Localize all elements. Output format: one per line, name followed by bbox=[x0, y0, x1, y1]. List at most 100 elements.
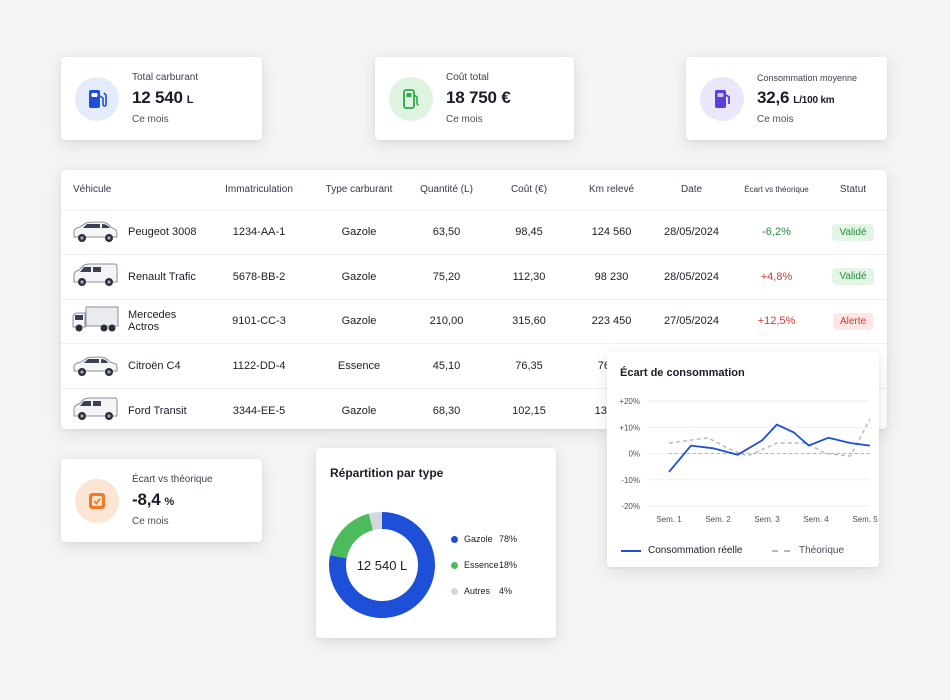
legend-dot bbox=[451, 561, 458, 569]
cell-plate: 1122-DD-4 bbox=[209, 343, 309, 389]
legend-line-dashed bbox=[772, 549, 790, 552]
x-tick-label: Sem. 1 bbox=[656, 515, 682, 524]
cell-status: Alerte bbox=[819, 298, 887, 344]
donut-slice-essence[interactable] bbox=[329, 513, 374, 559]
cell-fuel-type: Gazole bbox=[309, 387, 409, 433]
cell-vehicle: Citroën C4 bbox=[61, 343, 209, 389]
legend-item-essence: Essence 18% bbox=[451, 560, 517, 570]
cell-date: 27/05/2024 bbox=[649, 298, 734, 344]
cell-fuel-type: Essence bbox=[309, 343, 409, 389]
cell-km: 124 560 bbox=[574, 209, 649, 255]
kpi-label: Coût total bbox=[446, 72, 489, 83]
col-plate[interactable]: Immatriculation bbox=[225, 184, 293, 196]
col-cost[interactable]: Coût (€) bbox=[510, 184, 548, 196]
col-quantity[interactable]: Quantité (L) bbox=[420, 184, 473, 196]
line-chart: +20% +10% 0% -10% -20% Sem. 1 Sem. 2 Sem. 3 Sem.… bbox=[619, 397, 878, 524]
legend-dot bbox=[451, 587, 458, 595]
kpi-avg-consumption: Consommation moyenne 32,6 L/100 km Ce moi… bbox=[686, 57, 887, 140]
cell-plate: 3344-EE-5 bbox=[209, 387, 309, 433]
y-tick-label: 0% bbox=[628, 450, 640, 459]
legend-real: Consommation réelle bbox=[621, 545, 743, 556]
kpi-label: Total carburant bbox=[132, 72, 199, 83]
consumption-gap-card: Écart de consommation +20% +10% 0% -10% -20%… bbox=[607, 352, 879, 567]
kpi-value: -8,4% bbox=[132, 490, 175, 509]
table-row[interactable]: Mercedes Actros 9101-CC-3 Gazole 210,00 315,… bbox=[61, 298, 887, 344]
x-tick-label: Sem. 4 bbox=[803, 515, 829, 524]
col-km[interactable]: Km relevé bbox=[588, 184, 634, 196]
cell-vehicle: Renault Trafic bbox=[61, 254, 209, 300]
vehicle-name: Ford Transit bbox=[128, 404, 187, 417]
series-real-line[interactable] bbox=[668, 423, 871, 473]
cell-vehicle: Ford Transit bbox=[61, 387, 209, 433]
kpi-period: Ce mois bbox=[757, 113, 794, 125]
cell-plate: 5678-BB-2 bbox=[209, 254, 309, 300]
cell-fuel-type: Gazole bbox=[309, 209, 409, 255]
cell-plate: 1234-AA-1 bbox=[209, 209, 309, 255]
gauge-warning-icon bbox=[75, 478, 119, 523]
cell-quantity: 45,10 bbox=[409, 343, 484, 389]
kpi-label: Écart vs théorique bbox=[132, 474, 213, 485]
cell-fuel-type: Gazole bbox=[309, 298, 409, 344]
cell-quantity: 75,20 bbox=[409, 254, 484, 300]
kpi-period: Ce mois bbox=[132, 114, 169, 125]
cell-gap: +12,5% bbox=[734, 298, 819, 344]
series-theoretical-line[interactable] bbox=[668, 419, 871, 457]
kpi-gap: Écart vs théorique -8,4% Ce mois bbox=[61, 459, 262, 542]
cell-status: Validé bbox=[819, 254, 887, 300]
col-gap[interactable]: Écart vs théorique bbox=[744, 185, 809, 195]
kpi-total-cost: Coût total 18 750 € Ce mois bbox=[375, 57, 574, 140]
donut-slice-autres[interactable] bbox=[368, 512, 382, 531]
kpi-period: Ce mois bbox=[132, 516, 169, 527]
cell-gap: -6,2% bbox=[734, 209, 819, 255]
col-status[interactable]: Statut bbox=[839, 184, 867, 196]
cell-date: 28/05/2024 bbox=[649, 254, 734, 300]
legend-item-autres: Autres 4% bbox=[451, 586, 512, 596]
col-date[interactable]: Date bbox=[680, 184, 703, 196]
vehicle-truck-icon bbox=[71, 306, 128, 337]
status-badge: Validé bbox=[832, 223, 874, 241]
cell-vehicle: Mercedes Actros bbox=[61, 298, 209, 344]
cell-cost: 76,35 bbox=[484, 343, 574, 389]
legend-dot bbox=[451, 535, 458, 543]
fuel-type-distribution-card: Répartition par type 12 540 L Gazole 78% … bbox=[316, 448, 556, 638]
cell-gap: +4,8% bbox=[734, 254, 819, 300]
cell-quantity: 63,50 bbox=[409, 209, 484, 255]
cell-cost: 315,60 bbox=[484, 298, 574, 344]
table-row[interactable]: Renault Trafic 5678-BB-2 Gazole 75,20 112,30… bbox=[61, 254, 887, 300]
col-fuel-type[interactable]: Type carburant bbox=[325, 184, 393, 196]
table-header-row: Véhicule Immatriculation Type carburant … bbox=[61, 170, 887, 210]
vehicle-name: Citroën C4 bbox=[128, 360, 181, 373]
donut-slice-gazole[interactable] bbox=[329, 512, 435, 618]
vehicle-van-icon bbox=[71, 395, 128, 426]
donut-center-total: 12 540 L bbox=[357, 558, 408, 573]
status-badge: Alerte bbox=[832, 312, 874, 330]
vehicle-van-icon bbox=[71, 261, 128, 292]
cell-fuel-type: Gazole bbox=[309, 254, 409, 300]
fuel-gauge-icon bbox=[389, 76, 433, 121]
cell-status: Validé bbox=[819, 209, 887, 255]
kpi-value: 18 750 € bbox=[446, 88, 511, 107]
legend-line-solid bbox=[621, 549, 641, 552]
cell-cost: 112,30 bbox=[484, 254, 574, 300]
x-tick-label: Sem. 3 bbox=[754, 515, 780, 524]
cell-cost: 102,15 bbox=[484, 387, 574, 433]
status-badge: Validé bbox=[832, 268, 874, 286]
kpi-label: Consommation moyenne bbox=[757, 72, 858, 83]
kpi-value: 32,6 L/100 km bbox=[757, 87, 835, 107]
x-tick-label: Sem. 2 bbox=[705, 515, 731, 524]
col-vehicle[interactable]: Véhicule bbox=[73, 184, 112, 196]
kpi-period: Ce mois bbox=[446, 114, 483, 125]
y-tick-label: +20% bbox=[619, 397, 640, 406]
fuel-station-icon bbox=[700, 76, 744, 121]
kpi-value: 12 540 L bbox=[132, 88, 194, 107]
kpi-total-fuel: Total carburant 12 540 L Ce mois bbox=[61, 57, 262, 140]
cell-km: 98 230 bbox=[574, 254, 649, 300]
line-chart-title: Écart de consommation bbox=[620, 367, 745, 379]
donut-chart: 12 540 L bbox=[329, 512, 435, 618]
table-row[interactable]: Peugeot 3008 1234-AA-1 Gazole 63,50 98,45 124… bbox=[61, 209, 887, 255]
vehicle-name: Renault Trafic bbox=[128, 270, 196, 283]
donut-title: Répartition par type bbox=[330, 466, 444, 480]
y-tick-label: -20% bbox=[621, 502, 640, 511]
legend-item-gazole: Gazole 78% bbox=[451, 534, 517, 544]
cell-plate: 9101-CC-3 bbox=[209, 298, 309, 344]
